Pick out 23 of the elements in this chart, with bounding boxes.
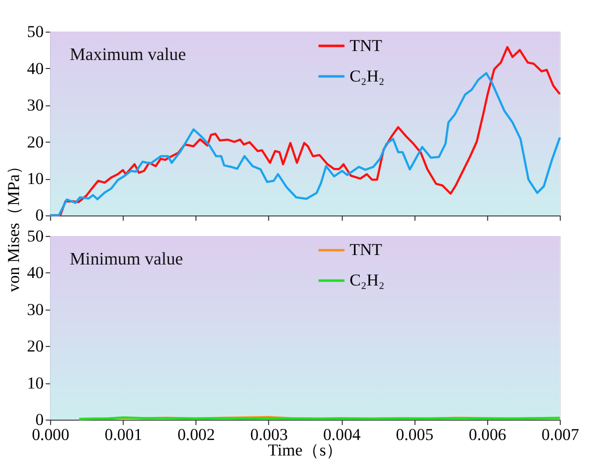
x-tick-label: 0.007 [542, 424, 580, 444]
y-tick-label: 0 [35, 206, 44, 225]
x-tick-label: 0.005 [396, 424, 434, 444]
y-tick-label: 20 [27, 336, 44, 356]
legend-label: TNT [350, 36, 382, 55]
x-tick-label: 0.006 [468, 424, 506, 444]
y-tick-label: 30 [27, 300, 44, 319]
legend-label: C₂H₂ [350, 66, 384, 86]
legend-label: TNT [350, 240, 382, 260]
y-tick-label: 10 [27, 373, 44, 392]
annotation: Maximum value [70, 44, 186, 64]
y-tick-label: 10 [27, 169, 44, 188]
y-tick-label: 30 [27, 96, 44, 115]
y-tick-label: 40 [27, 263, 44, 282]
y-tick-label: 50 [27, 22, 44, 42]
y-tick-label: 50 [27, 226, 44, 246]
y-tick-label: 40 [27, 58, 44, 78]
y-axis-title: von Mises（MPa） [4, 157, 24, 292]
x-tick-label: 0.001 [104, 424, 142, 444]
x-tick-label: 0.002 [177, 424, 215, 444]
legend-label: C₂H₂ [350, 270, 384, 290]
annotation: Minimum value [70, 248, 184, 268]
y-tick-label: 20 [27, 132, 44, 152]
